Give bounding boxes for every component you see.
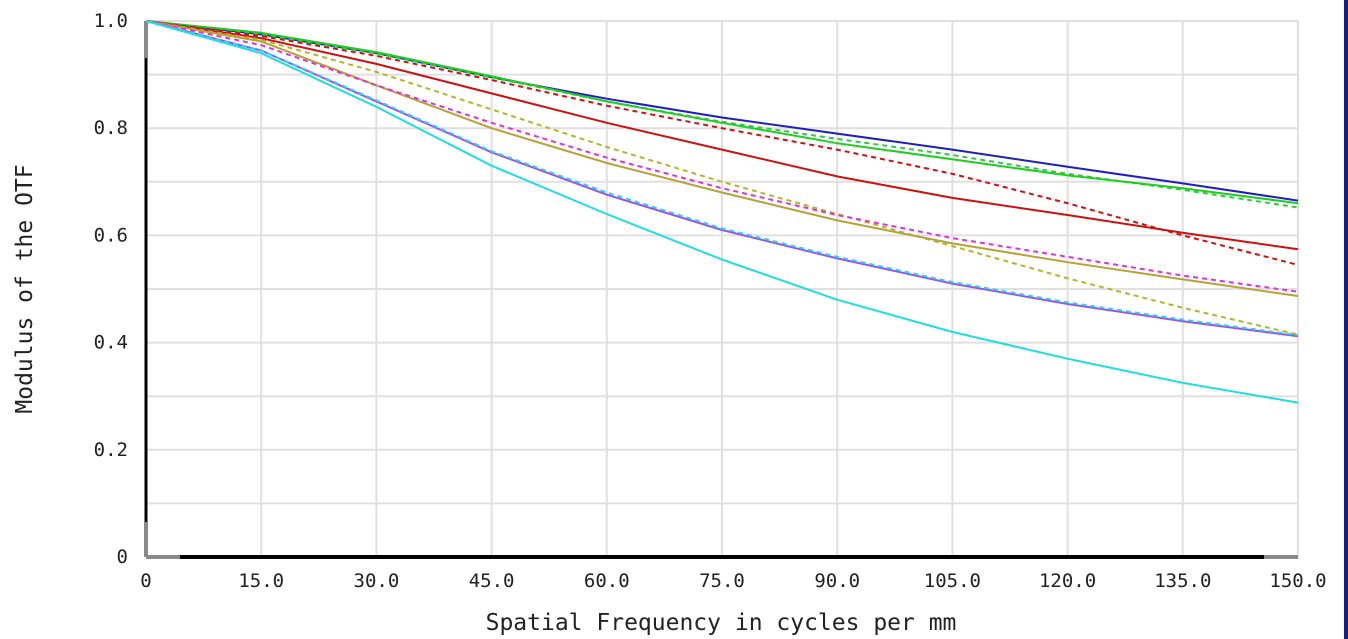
x-tick-label: 90.0	[814, 570, 860, 592]
y-tick-label: 0.2	[94, 439, 128, 461]
x-tick-label: 45.0	[469, 570, 515, 592]
y-tick-label: 0.8	[94, 117, 128, 139]
x-tick-label: 30.0	[354, 570, 400, 592]
y-tick-label: 1.0	[94, 10, 128, 32]
series-line-4	[145, 20, 1299, 266]
y-tick-label: 0.6	[94, 224, 128, 246]
x-tick-label: 120.0	[1039, 570, 1096, 592]
y-axis-title: Modulus of the OTF	[12, 164, 38, 413]
window-border	[1344, 0, 1348, 639]
series-line-10	[145, 20, 1299, 337]
series-line-8	[145, 20, 1299, 293]
axes	[144, 21, 1298, 559]
x-tick-label: 60.0	[584, 570, 630, 592]
series-lines	[145, 20, 1299, 404]
x-tick-label: 75.0	[699, 570, 745, 592]
series-line-5	[145, 20, 1299, 251]
series-line-6	[145, 20, 1299, 336]
x-tick-label: 105.0	[924, 570, 981, 592]
x-tick-label: 135.0	[1154, 570, 1211, 592]
y-tick-label: 0	[117, 546, 128, 568]
y-tick-label: 0.4	[94, 332, 128, 354]
x-axis-title: Spatial Frequency in cycles per mm	[486, 610, 957, 636]
series-line-11	[145, 20, 1299, 404]
x-tick-label: 15.0	[238, 570, 284, 592]
tick-labels: 0 15.0 30.0 45.0 60.0 75.0 90.0 105.0 120.0 135.0…	[94, 10, 1327, 592]
grid	[146, 20, 1299, 557]
series-line-3	[145, 20, 1299, 205]
x-tick-label: 0	[140, 570, 151, 592]
x-tick-label: 150.0	[1269, 570, 1326, 592]
series-line-7	[145, 20, 1299, 297]
